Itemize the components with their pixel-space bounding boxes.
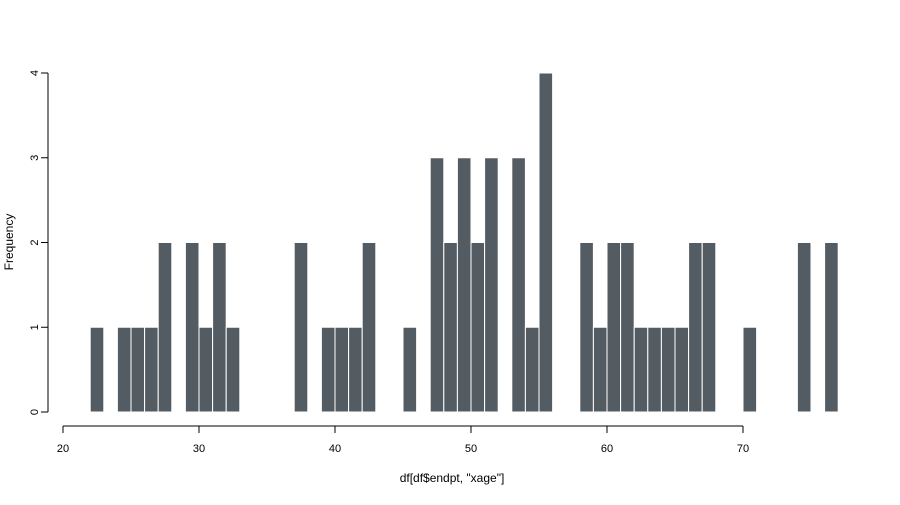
histogram-bar [157,242,173,413]
histogram-bar [456,157,472,413]
histogram-bar [184,242,200,413]
histogram-bar [579,242,594,413]
histogram-bar [606,242,622,413]
histogram-bar [402,326,418,413]
x-tick-label: 40 [329,443,341,455]
histogram-bar [511,157,526,413]
x-tick-label: 50 [465,443,477,455]
histogram-bar [633,326,649,413]
histogram-bar [293,242,309,413]
histogram-bar [796,242,812,413]
histogram-bar [212,242,227,413]
histogram-bar [592,326,608,413]
histogram-bar [538,72,554,413]
y-tick-label: 0 [29,409,41,415]
histogram-bar [320,326,336,413]
histogram-bar [361,242,377,413]
histogram-bar [116,326,132,413]
histogram-bar [688,242,703,413]
x-tick-label: 60 [601,443,613,455]
histogram-bar [348,326,363,413]
y-tick-label: 1 [29,324,41,330]
histogram-bar [660,326,676,413]
x-tick-label: 30 [193,443,205,455]
histogram-bar [647,326,662,413]
histogram-bar [443,242,458,413]
y-tick-label: 4 [29,70,41,76]
x-axis-label: df[df$endpt, "xage"] [400,471,505,485]
histogram-bar [225,326,241,413]
histogram-bar [429,157,445,413]
histogram-bar [130,326,146,413]
y-tick-label: 3 [29,155,41,161]
bars-layer [89,72,839,413]
histogram-bar [470,242,486,413]
histogram-bar [198,326,214,413]
histogram-bar [144,326,159,413]
y-tick-label: 2 [29,239,41,245]
histogram-bar [334,326,350,413]
x-tick-label: 70 [737,443,749,455]
histogram-bar [620,242,635,413]
x-tick-label: 20 [57,443,69,455]
y-axis: 0 1 2 3 4 [29,70,49,415]
histogram-bar [742,326,758,413]
x-axis: 20 30 40 50 60 70 [57,425,749,455]
histogram-bar [524,326,540,413]
histogram-bar [89,326,105,413]
histogram-bar [824,242,839,413]
histogram-bar [701,242,717,413]
histogram-bar [484,157,499,413]
histogram-bar [674,326,690,413]
y-axis-label: Frequency [2,214,16,271]
